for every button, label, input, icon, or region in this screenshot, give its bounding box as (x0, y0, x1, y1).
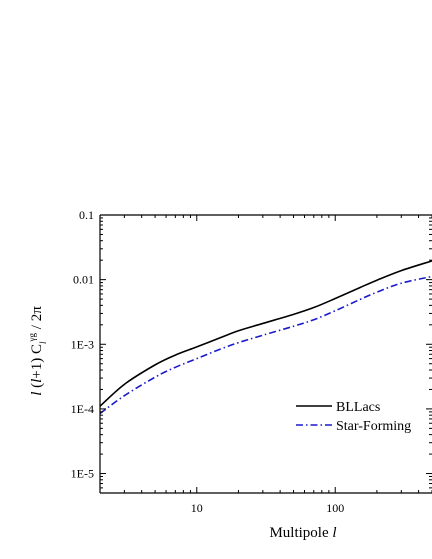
y-axis-title: l (l+1) Clγg / 2π (27, 306, 48, 396)
x-tick-label: 100 (326, 501, 344, 515)
legend-label-bllacs: BLLacs (336, 400, 380, 415)
axis-ticks (99, 214, 432, 494)
legend: BLLacs Star-Forming (296, 400, 411, 434)
plot-frame (99, 214, 432, 494)
y-tick-label: 1E-5 (71, 467, 94, 481)
y-tick-label: 0.01 (73, 273, 94, 287)
y-tick-label: 1E-3 (71, 337, 94, 351)
series-line-bllacs (99, 260, 432, 407)
plot-lines (99, 260, 432, 415)
x-tick-label: 10 (191, 501, 203, 515)
x-axis-title: Multipole l (269, 525, 336, 541)
series-line-star-forming (99, 275, 432, 415)
tick-labels: 0.1 0.01 1E-3 1E-4 1E-5 10 100 (71, 208, 345, 515)
y-tick-label: 0.1 (79, 208, 94, 222)
y-tick-label: 1E-4 (71, 402, 94, 416)
legend-label-star-forming: Star-Forming (336, 419, 411, 434)
